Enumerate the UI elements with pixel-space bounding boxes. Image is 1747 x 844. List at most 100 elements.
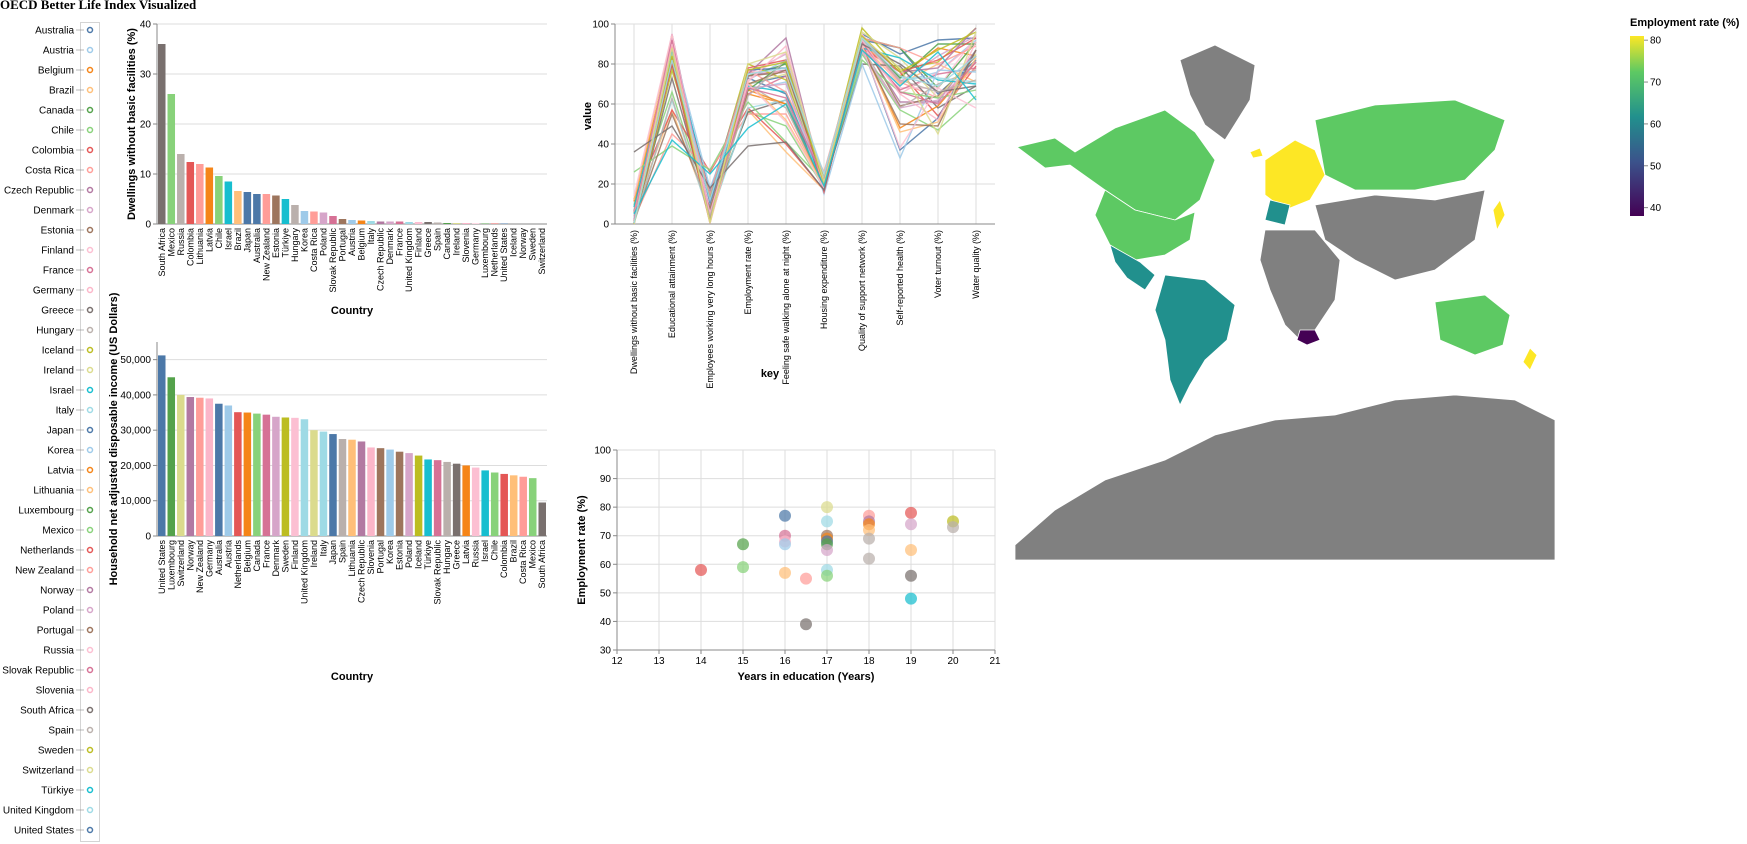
bar[interactable] [528, 478, 537, 536]
bar[interactable] [433, 460, 442, 536]
bar[interactable] [310, 430, 318, 536]
bar[interactable] [405, 222, 413, 224]
bar[interactable] [215, 403, 223, 536]
bar[interactable] [272, 195, 280, 225]
scatter-point[interactable] [905, 518, 917, 531]
legend-item[interactable]: Chile [51, 126, 94, 137]
country-mexico[interactable] [1109, 244, 1156, 291]
bar[interactable] [519, 476, 527, 536]
bar[interactable] [215, 176, 223, 224]
country-greenland[interactable] [1179, 44, 1256, 141]
bar[interactable] [158, 355, 166, 536]
scatter-point[interactable] [905, 592, 917, 605]
bar[interactable] [357, 441, 366, 536]
bar[interactable] [386, 221, 394, 225]
world-map[interactable] [1014, 40, 1635, 630]
bar[interactable] [196, 164, 204, 224]
bar[interactable] [471, 223, 480, 225]
legend-item[interactable]: Costa Rica [25, 166, 94, 177]
legend-item[interactable]: Brazil [49, 86, 94, 97]
bar[interactable] [281, 417, 290, 536]
bar[interactable] [224, 181, 233, 225]
legend-item[interactable]: Spain [48, 726, 94, 737]
bar[interactable] [443, 461, 451, 536]
series-line[interactable] [633, 48, 977, 215]
bar[interactable] [243, 412, 252, 536]
bar[interactable] [205, 398, 214, 536]
bar[interactable] [167, 94, 176, 224]
bar[interactable] [405, 453, 413, 536]
series-line[interactable] [633, 52, 977, 213]
bar[interactable] [319, 212, 328, 225]
legend-item[interactable]: Türkiye [41, 786, 94, 797]
bar[interactable] [167, 377, 176, 536]
bar[interactable] [500, 223, 508, 225]
bar[interactable] [186, 162, 195, 224]
bar[interactable] [471, 467, 480, 536]
bar[interactable] [243, 192, 252, 224]
bar[interactable] [272, 416, 280, 536]
legend-item[interactable]: Slovenia [36, 686, 94, 697]
bar[interactable] [319, 431, 328, 536]
scatter-point[interactable] [800, 572, 812, 585]
series-line[interactable] [633, 31, 977, 225]
bar[interactable] [443, 223, 451, 224]
legend-item[interactable]: South Africa [20, 706, 94, 717]
legend-item[interactable]: Japan [47, 426, 94, 437]
bar[interactable] [462, 465, 470, 536]
country-japan[interactable] [1492, 199, 1506, 232]
scatter-point[interactable] [905, 544, 917, 556]
legend-item[interactable]: Lithuania [33, 486, 94, 497]
country-brazil-region[interactable] [1154, 274, 1236, 406]
bar[interactable] [367, 221, 375, 224]
legend-item[interactable]: France [43, 266, 94, 277]
legend-item[interactable]: Italy [56, 406, 94, 417]
bar[interactable] [490, 472, 499, 536]
bar[interactable] [300, 211, 309, 224]
bar[interactable] [386, 449, 394, 536]
scatter-point[interactable] [821, 501, 833, 514]
legend-item[interactable]: Luxembourg [18, 506, 94, 517]
bar[interactable] [234, 412, 242, 536]
scatter-point[interactable] [779, 509, 791, 522]
bar[interactable] [348, 439, 356, 536]
legend-item[interactable]: United States [14, 826, 94, 837]
bar[interactable] [481, 470, 489, 536]
legend-item[interactable]: Switzerland [22, 766, 94, 777]
bar[interactable] [262, 194, 271, 224]
bar[interactable] [509, 475, 518, 536]
bar[interactable] [310, 211, 318, 225]
country-scandinavia-europe[interactable] [1264, 139, 1326, 211]
legend-item[interactable]: Germany [33, 286, 94, 297]
country-south-africa[interactable] [1296, 329, 1321, 346]
bar[interactable] [291, 417, 299, 536]
legend-item[interactable]: Sweden [38, 746, 94, 757]
legend-item[interactable]: Canada [39, 106, 94, 117]
legend-item[interactable]: Norway [40, 586, 94, 597]
bar[interactable] [414, 455, 423, 536]
country-united-states[interactable] [1094, 189, 1196, 261]
bar[interactable] [348, 220, 356, 224]
legend-item[interactable]: Colombia [32, 146, 94, 157]
bar[interactable] [395, 221, 404, 225]
bar[interactable] [376, 448, 385, 536]
series-line[interactable] [633, 36, 977, 224]
bar[interactable] [414, 222, 423, 224]
scatter-point[interactable] [800, 618, 812, 631]
country-canada[interactable] [1016, 109, 1216, 221]
country-iceland[interactable] [1249, 147, 1264, 159]
country-russia[interactable] [1314, 99, 1506, 191]
scatter-point[interactable] [863, 552, 875, 565]
bar[interactable] [481, 223, 489, 225]
country-spain[interactable] [1264, 199, 1291, 226]
legend-item[interactable]: Mexico [42, 526, 94, 537]
scatter-point[interactable] [821, 569, 833, 582]
bar[interactable] [452, 223, 461, 224]
legend-item[interactable]: Belgium [38, 66, 94, 77]
bar[interactable] [462, 223, 470, 224]
scatter-point[interactable] [821, 515, 833, 528]
bar[interactable] [177, 154, 185, 224]
bar[interactable] [329, 216, 337, 224]
bar[interactable] [177, 394, 185, 536]
bar[interactable] [205, 167, 214, 225]
